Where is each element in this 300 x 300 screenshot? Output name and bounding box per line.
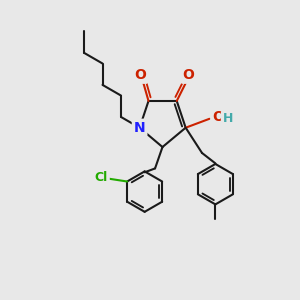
- Text: Cl: Cl: [95, 170, 108, 184]
- Text: O: O: [183, 68, 195, 82]
- Text: N: N: [134, 121, 146, 135]
- Text: O: O: [212, 110, 224, 124]
- Text: O: O: [134, 68, 146, 82]
- Text: H: H: [223, 112, 233, 125]
